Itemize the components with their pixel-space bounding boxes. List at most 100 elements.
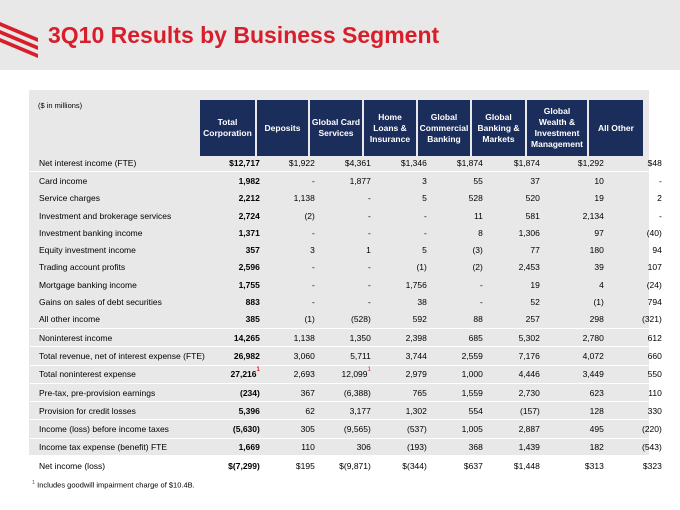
cell-value: (537) <box>407 424 427 435</box>
table-row: Total revenue, net of interest expense (… <box>30 346 666 366</box>
table-cell: 592 <box>375 311 431 329</box>
column-header: Global Commercial Banking <box>418 100 470 156</box>
cell-value: - <box>312 262 315 273</box>
units-label: ($ in millions) <box>38 101 83 110</box>
table-cell: 4 <box>544 276 608 293</box>
cell-value: 38 <box>417 297 427 308</box>
table-cell: 367 <box>263 382 319 402</box>
table-cell: (321) <box>608 311 666 329</box>
table-cell: 1,371 <box>205 224 264 241</box>
table-cell: $313 <box>543 456 608 475</box>
table-cell: (537) <box>374 419 431 439</box>
segment-results-table: Net interest income (FTE) $12,717 $1,922 $4… <box>30 154 666 475</box>
cell-value: - <box>424 227 427 238</box>
table-cell: 55 <box>430 171 487 190</box>
table-cell: (3) <box>431 241 487 258</box>
table-cell: 623 <box>543 382 608 402</box>
cell-value: 4,072 <box>582 350 604 361</box>
cell-value: (220) <box>642 424 662 435</box>
cell-value: 2,453 <box>518 262 540 273</box>
cell-value: 62 <box>305 405 315 416</box>
table-cell: 12,0991 <box>318 364 375 384</box>
table-row: Provision for credit losses 5,396 62 3,177 1… <box>30 401 666 420</box>
table-cell: 2,979 <box>374 364 431 384</box>
table-cell: 2,559 <box>430 346 487 366</box>
cell-value: $1,874 <box>513 157 540 168</box>
cell-value: 2,979 <box>405 369 427 380</box>
table-cell: 1,302 <box>374 401 431 420</box>
cell-value: 5,302 <box>518 332 540 343</box>
footnote-ref: 1 <box>256 367 260 374</box>
table-cell: 330 <box>607 401 666 420</box>
table-cell: 26,982 <box>204 346 264 366</box>
row-label: All other income <box>39 314 100 325</box>
table-cell: (220) <box>607 419 666 439</box>
table-cell: 19 <box>487 276 544 293</box>
cell-value: - <box>659 175 662 186</box>
cell-value: (193) <box>407 442 427 453</box>
table-cell: - <box>375 207 431 224</box>
table-cell: 385 <box>205 311 264 329</box>
table-cell: 550 <box>607 364 666 384</box>
table-cell: $12,717 <box>205 154 264 172</box>
column-header-label: Global Commercial Banking <box>419 111 469 144</box>
cell-value: - <box>368 193 371 204</box>
table-cell: 14,265 <box>204 327 264 347</box>
cell-value: 592 <box>412 314 427 325</box>
column-header: Home Loans & Insurance <box>364 100 416 156</box>
table-cell: $1,292 <box>544 154 608 172</box>
cell-value: 306 <box>356 442 371 453</box>
table-cell: 62 <box>263 401 319 420</box>
table-cell: 1,756 <box>375 276 431 293</box>
cell-value: $(344) <box>402 460 427 471</box>
table-cell: 1,306 <box>487 224 544 241</box>
cell-value: 39 <box>594 262 604 273</box>
table-cell: 298 <box>544 311 608 329</box>
cell-value: 2,398 <box>405 332 427 343</box>
table-cell: 5,711 <box>318 346 375 366</box>
table-cell: 1,138 <box>263 327 319 347</box>
table-row: Total noninterest expense 27,2161 2,693 12,… <box>30 364 666 384</box>
table-row: Mortgage banking income 1,755 - - 1,756 - 19 4 (… <box>30 276 666 293</box>
row-label: Income (loss) before income taxes <box>30 419 205 439</box>
cell-value: 368 <box>468 442 483 453</box>
cell-value: 612 <box>647 332 662 343</box>
table-cell: 38 <box>375 293 431 310</box>
cell-value: 1,982 <box>238 175 260 186</box>
column-header: Global Card Services <box>310 100 362 156</box>
page-title: 3Q10 Results by Business Segment <box>48 22 440 48</box>
table-cell: 27,2161 <box>204 364 264 384</box>
cell-value: 5 <box>422 193 427 204</box>
cell-value: 2,212 <box>238 193 260 204</box>
column-header-label: All Other <box>598 122 634 133</box>
table-cell: 685 <box>430 327 487 347</box>
table-cell: (543) <box>607 437 666 457</box>
table-row: Net income (loss) $(7,299) $195 $(9,871) $(3… <box>30 456 666 475</box>
table-cell: 2,780 <box>543 327 608 347</box>
cell-value: - <box>480 297 483 308</box>
cell-value: 2,559 <box>461 350 483 361</box>
cell-value: $(9,871) <box>339 460 371 471</box>
cell-value: (9,565) <box>343 424 371 435</box>
table-cell: (234) <box>204 382 264 402</box>
row-label: Income tax expense (benefit) FTE <box>30 437 205 457</box>
cell-value: 550 <box>647 369 662 380</box>
cell-value: 182 <box>589 442 604 453</box>
table-cell: (1) <box>544 293 608 310</box>
cell-value: 1,439 <box>518 442 540 453</box>
row-label: Net income (loss) <box>30 456 205 475</box>
cell-value: 3,177 <box>349 405 371 416</box>
table-row: Trading account profits 2,596 - - (1) (2) 2,45… <box>30 259 666 276</box>
column-header: All Other <box>589 100 643 156</box>
table-cell: $195 <box>263 456 319 475</box>
cell-value: - <box>659 210 662 221</box>
row-label: Equity investment income <box>39 245 136 256</box>
footnote: 1 Includes goodwill impairment charge of… <box>32 480 195 490</box>
table-cell: 1,000 <box>430 364 487 384</box>
table-cell: (9,565) <box>318 419 375 439</box>
table-cell: 2,134 <box>544 207 608 224</box>
table-row: Noninterest income 14,265 1,138 1,350 2,398 6… <box>30 327 666 347</box>
table-row: Gains on sales of debt securities 883 - - 38… <box>30 293 666 310</box>
table-cell: 37 <box>486 171 544 190</box>
column-header: Global Wealth & Investment Management <box>527 100 587 156</box>
